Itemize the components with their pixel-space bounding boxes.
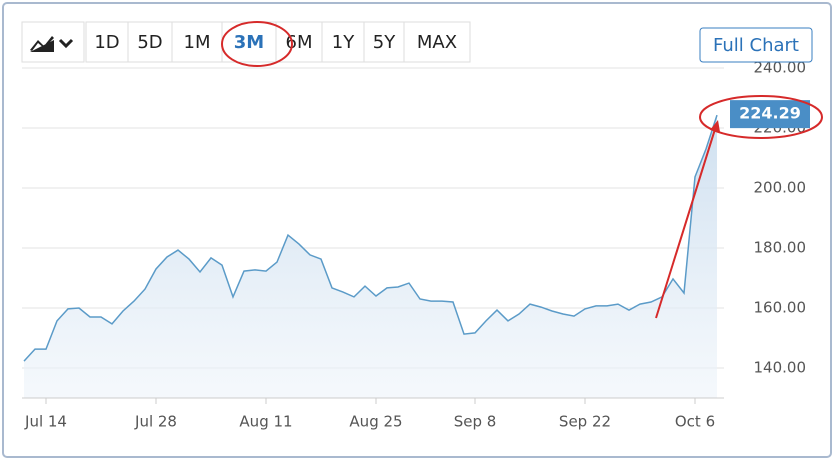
period-button[interactable] bbox=[171, 21, 223, 63]
period-label: 3M bbox=[234, 32, 264, 53]
period-button[interactable] bbox=[363, 21, 405, 63]
area bbox=[24, 115, 717, 398]
arrow-head bbox=[710, 120, 720, 132]
period-label: 1D bbox=[94, 32, 119, 53]
y-tick-label: 240.00 bbox=[754, 59, 807, 77]
period-label: 5Y bbox=[373, 32, 396, 53]
y-tick-label: 200.00 bbox=[754, 179, 807, 197]
period-button[interactable] bbox=[221, 21, 277, 63]
chart-type-icon bbox=[30, 36, 54, 52]
full-chart-label: Full Chart bbox=[713, 35, 799, 56]
period-label: 1Y bbox=[332, 32, 355, 53]
highlight-circle bbox=[221, 21, 293, 67]
period-label: 1M bbox=[184, 32, 211, 53]
y-tick-label: 140.00 bbox=[754, 359, 807, 377]
x-tick-label: Jul 14 bbox=[24, 413, 67, 431]
period-button[interactable] bbox=[321, 21, 365, 63]
x-tick-label: Oct 6 bbox=[675, 413, 715, 431]
period-label: 5D bbox=[137, 32, 162, 53]
x-tick-label: Aug 25 bbox=[349, 413, 402, 431]
y-tick-label: 180.00 bbox=[754, 239, 807, 257]
period-label: MAX bbox=[417, 32, 457, 53]
annotation-arrow bbox=[655, 125, 717, 319]
price-tag-label: 224.29 bbox=[739, 104, 801, 123]
price-line bbox=[23, 114, 718, 362]
price-tag bbox=[730, 100, 810, 129]
x-tick-label: Aug 11 bbox=[239, 413, 292, 431]
highlight-circle bbox=[699, 95, 823, 139]
plot-area: 140.00160.00180.00200.00220.00240.00224.… bbox=[22, 59, 810, 431]
y-tick-label: 160.00 bbox=[754, 299, 807, 317]
period-button[interactable] bbox=[127, 21, 173, 63]
toolbar: 1D 5D 1M 3M 6M 1Y 5Y MAX bbox=[21, 21, 471, 63]
full-chart-button[interactable] bbox=[699, 27, 813, 63]
period-button[interactable] bbox=[403, 21, 471, 63]
x-tick-label: Jul 28 bbox=[134, 413, 177, 431]
x-tick-label: Sep 22 bbox=[559, 413, 611, 431]
x-tick-label: Sep 8 bbox=[454, 413, 497, 431]
dropdown-icon bbox=[58, 38, 74, 49]
